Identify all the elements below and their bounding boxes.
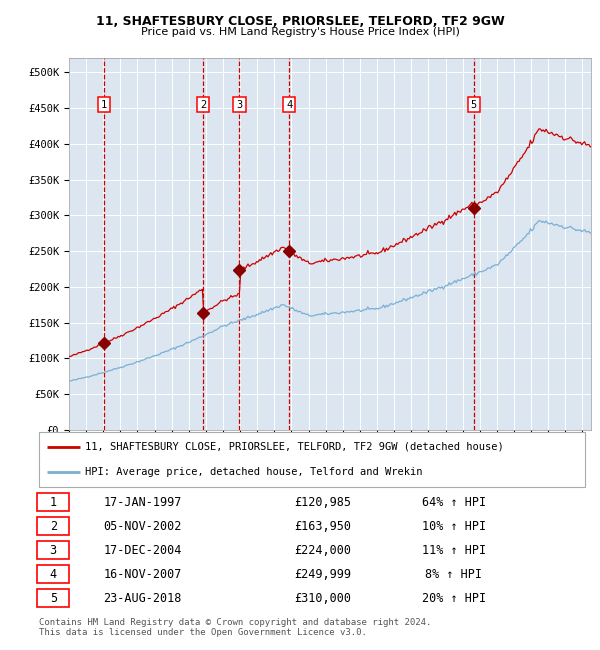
Text: £120,985: £120,985: [295, 495, 352, 508]
Text: 10% ↑ HPI: 10% ↑ HPI: [422, 519, 486, 532]
Text: HPI: Average price, detached house, Telford and Wrekin: HPI: Average price, detached house, Telf…: [85, 467, 423, 477]
FancyBboxPatch shape: [37, 517, 69, 535]
Text: 2: 2: [200, 99, 206, 109]
Text: 5: 5: [470, 99, 477, 109]
Text: 05-NOV-2002: 05-NOV-2002: [104, 519, 182, 532]
Text: 11% ↑ HPI: 11% ↑ HPI: [422, 543, 486, 556]
Text: 17-DEC-2004: 17-DEC-2004: [104, 543, 182, 556]
Text: 23-AUG-2018: 23-AUG-2018: [104, 592, 182, 604]
Text: 8% ↑ HPI: 8% ↑ HPI: [425, 567, 482, 580]
Text: 17-JAN-1997: 17-JAN-1997: [104, 495, 182, 508]
Text: £224,000: £224,000: [295, 543, 352, 556]
Text: £163,950: £163,950: [295, 519, 352, 532]
Text: Price paid vs. HM Land Registry's House Price Index (HPI): Price paid vs. HM Land Registry's House …: [140, 27, 460, 37]
Text: 5: 5: [50, 592, 57, 604]
Text: Contains HM Land Registry data © Crown copyright and database right 2024.
This d: Contains HM Land Registry data © Crown c…: [39, 618, 431, 638]
Text: 3: 3: [236, 99, 242, 109]
Text: 4: 4: [50, 567, 57, 580]
Text: £249,999: £249,999: [295, 567, 352, 580]
FancyBboxPatch shape: [37, 493, 69, 512]
Text: £310,000: £310,000: [295, 592, 352, 604]
Text: 4: 4: [286, 99, 293, 109]
Text: 1: 1: [50, 495, 57, 508]
Text: 11, SHAFTESBURY CLOSE, PRIORSLEE, TELFORD, TF2 9GW: 11, SHAFTESBURY CLOSE, PRIORSLEE, TELFOR…: [95, 15, 505, 28]
Text: 64% ↑ HPI: 64% ↑ HPI: [422, 495, 486, 508]
Text: 11, SHAFTESBURY CLOSE, PRIORSLEE, TELFORD, TF2 9GW (detached house): 11, SHAFTESBURY CLOSE, PRIORSLEE, TELFOR…: [85, 442, 504, 452]
Text: 1: 1: [101, 99, 107, 109]
Text: 3: 3: [50, 543, 57, 556]
Text: 16-NOV-2007: 16-NOV-2007: [104, 567, 182, 580]
Text: 20% ↑ HPI: 20% ↑ HPI: [422, 592, 486, 604]
FancyBboxPatch shape: [37, 565, 69, 583]
FancyBboxPatch shape: [37, 541, 69, 559]
FancyBboxPatch shape: [39, 432, 585, 487]
Text: 2: 2: [50, 519, 57, 532]
FancyBboxPatch shape: [37, 589, 69, 607]
